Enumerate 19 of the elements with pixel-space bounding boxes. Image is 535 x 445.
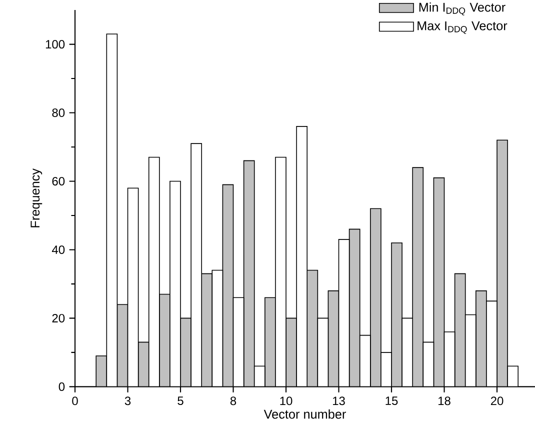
x-tick-label: 15: [386, 396, 398, 406]
y-tick-label: 20: [52, 314, 65, 322]
x-tick-label: 13: [333, 396, 345, 406]
x-tick-label: 18: [438, 396, 450, 406]
x-tick-label: 8: [230, 396, 236, 406]
x-tick-label: 20: [490, 396, 504, 406]
y-tick-label: 0: [58, 382, 65, 391]
x-tick-label: 3: [124, 396, 131, 406]
x-tick-label: 0: [72, 396, 78, 406]
y-tick-label: 60: [52, 176, 65, 186]
legend-label: Max I$_{DDQ}$ Vector: [418, 21, 508, 34]
x-tick-label: 10: [280, 396, 292, 406]
y-axis-title: Frequency: [30, 168, 42, 228]
y-tick-label: 100: [46, 40, 65, 49]
legend-label: Min I$_{DDQ}$ Vector: [419, 2, 506, 16]
y-tick-label: 80: [52, 108, 65, 118]
x-axis-title: Vector number: [264, 409, 346, 419]
y-tick-label: 40: [52, 245, 65, 254]
x-tick-label: 5: [178, 396, 184, 406]
